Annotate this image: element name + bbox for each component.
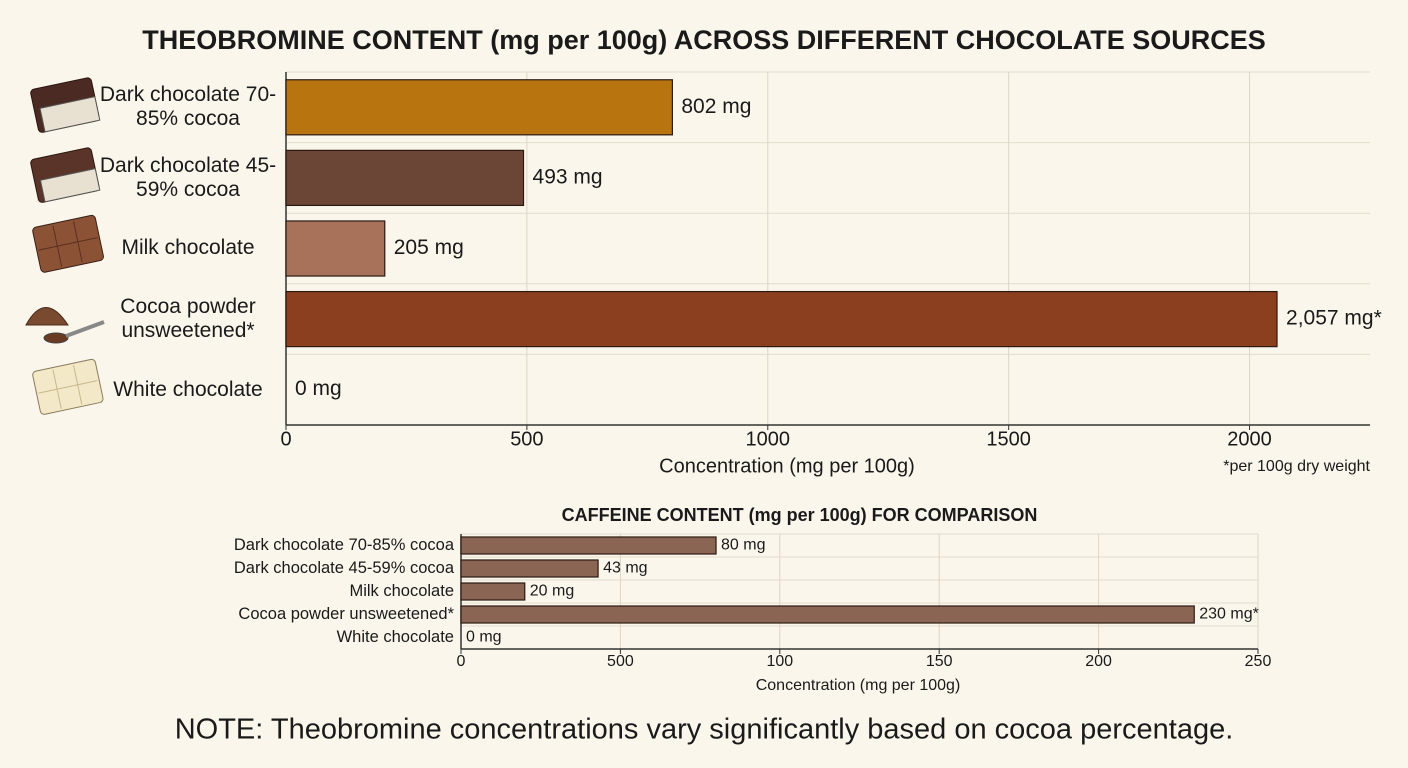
bar	[460, 536, 717, 555]
category-label: Cocoa powder unsweetened*	[120, 294, 256, 343]
x-tick-label: 150	[926, 653, 953, 670]
icon-powder	[25, 307, 105, 344]
value-label: 802 mg	[681, 95, 751, 118]
value-label: 0 mg	[466, 629, 502, 646]
category-label: Dark chocolate 45-59% cocoa	[233, 559, 454, 578]
value-label: 205 mg	[394, 236, 464, 259]
icon-white-bar	[32, 358, 104, 415]
icon-dark-bar	[30, 77, 101, 133]
value-label: 2,057 mg*	[1286, 307, 1382, 330]
value-label: 43 mg	[603, 560, 647, 577]
category-label: Cocoa powder unsweetened*	[238, 605, 454, 624]
category-label: Milk chocolate	[121, 236, 255, 260]
value-label: 230 mg*	[1199, 606, 1259, 623]
category-label: Dark chocolate 70-85% cocoa	[99, 83, 277, 131]
bar	[285, 79, 673, 136]
bar	[460, 605, 1195, 624]
x-tick-label: 250	[1245, 653, 1272, 670]
chart-title: THEOBROMINE CONTENT (mg per 100g) ACROSS…	[142, 25, 1266, 55]
x-axis-label: Concentration (mg per 100g)	[659, 455, 915, 477]
bar	[285, 290, 1278, 348]
value-label: 20 mg	[530, 583, 574, 600]
x-axis-label: Concentration (mg per 100g)	[756, 677, 961, 694]
x-tick-label: 1000	[746, 428, 791, 450]
icon-milk-bar	[32, 214, 104, 273]
note: NOTE: Theobromine concentrations vary si…	[175, 714, 1234, 746]
category-label: White chocolate	[113, 377, 263, 401]
category-label: Dark chocolate 45-59% cocoa	[99, 153, 277, 201]
value-label: 0 mg	[295, 377, 342, 400]
x-tick-label: 500	[510, 428, 543, 450]
bar	[460, 559, 599, 578]
icon-dark-bar	[30, 147, 101, 203]
bar	[460, 582, 526, 601]
x-tick-label: 0	[457, 653, 466, 670]
bar	[285, 220, 386, 277]
category-label: White chocolate	[336, 628, 454, 647]
icons	[25, 77, 105, 415]
x-tick-label: 0	[280, 428, 291, 450]
x-tick-label: 1500	[986, 428, 1031, 450]
footnote: *per 100g dry weight	[1223, 458, 1370, 475]
value-label: 80 mg	[721, 537, 765, 554]
chart-title: CAFFEINE CONTENT (mg per 100g) FOR COMPA…	[562, 505, 1038, 525]
category-label: Dark chocolate 70-85% cocoa	[233, 536, 454, 555]
bar	[285, 149, 525, 207]
value-label: 493 mg	[533, 165, 603, 188]
x-tick-label: 2000	[1227, 428, 1272, 450]
x-tick-label: 500	[607, 653, 634, 670]
category-label: Milk chocolate	[349, 582, 454, 601]
x-tick-label: 100	[766, 653, 793, 670]
x-tick-label: 200	[1085, 653, 1112, 670]
